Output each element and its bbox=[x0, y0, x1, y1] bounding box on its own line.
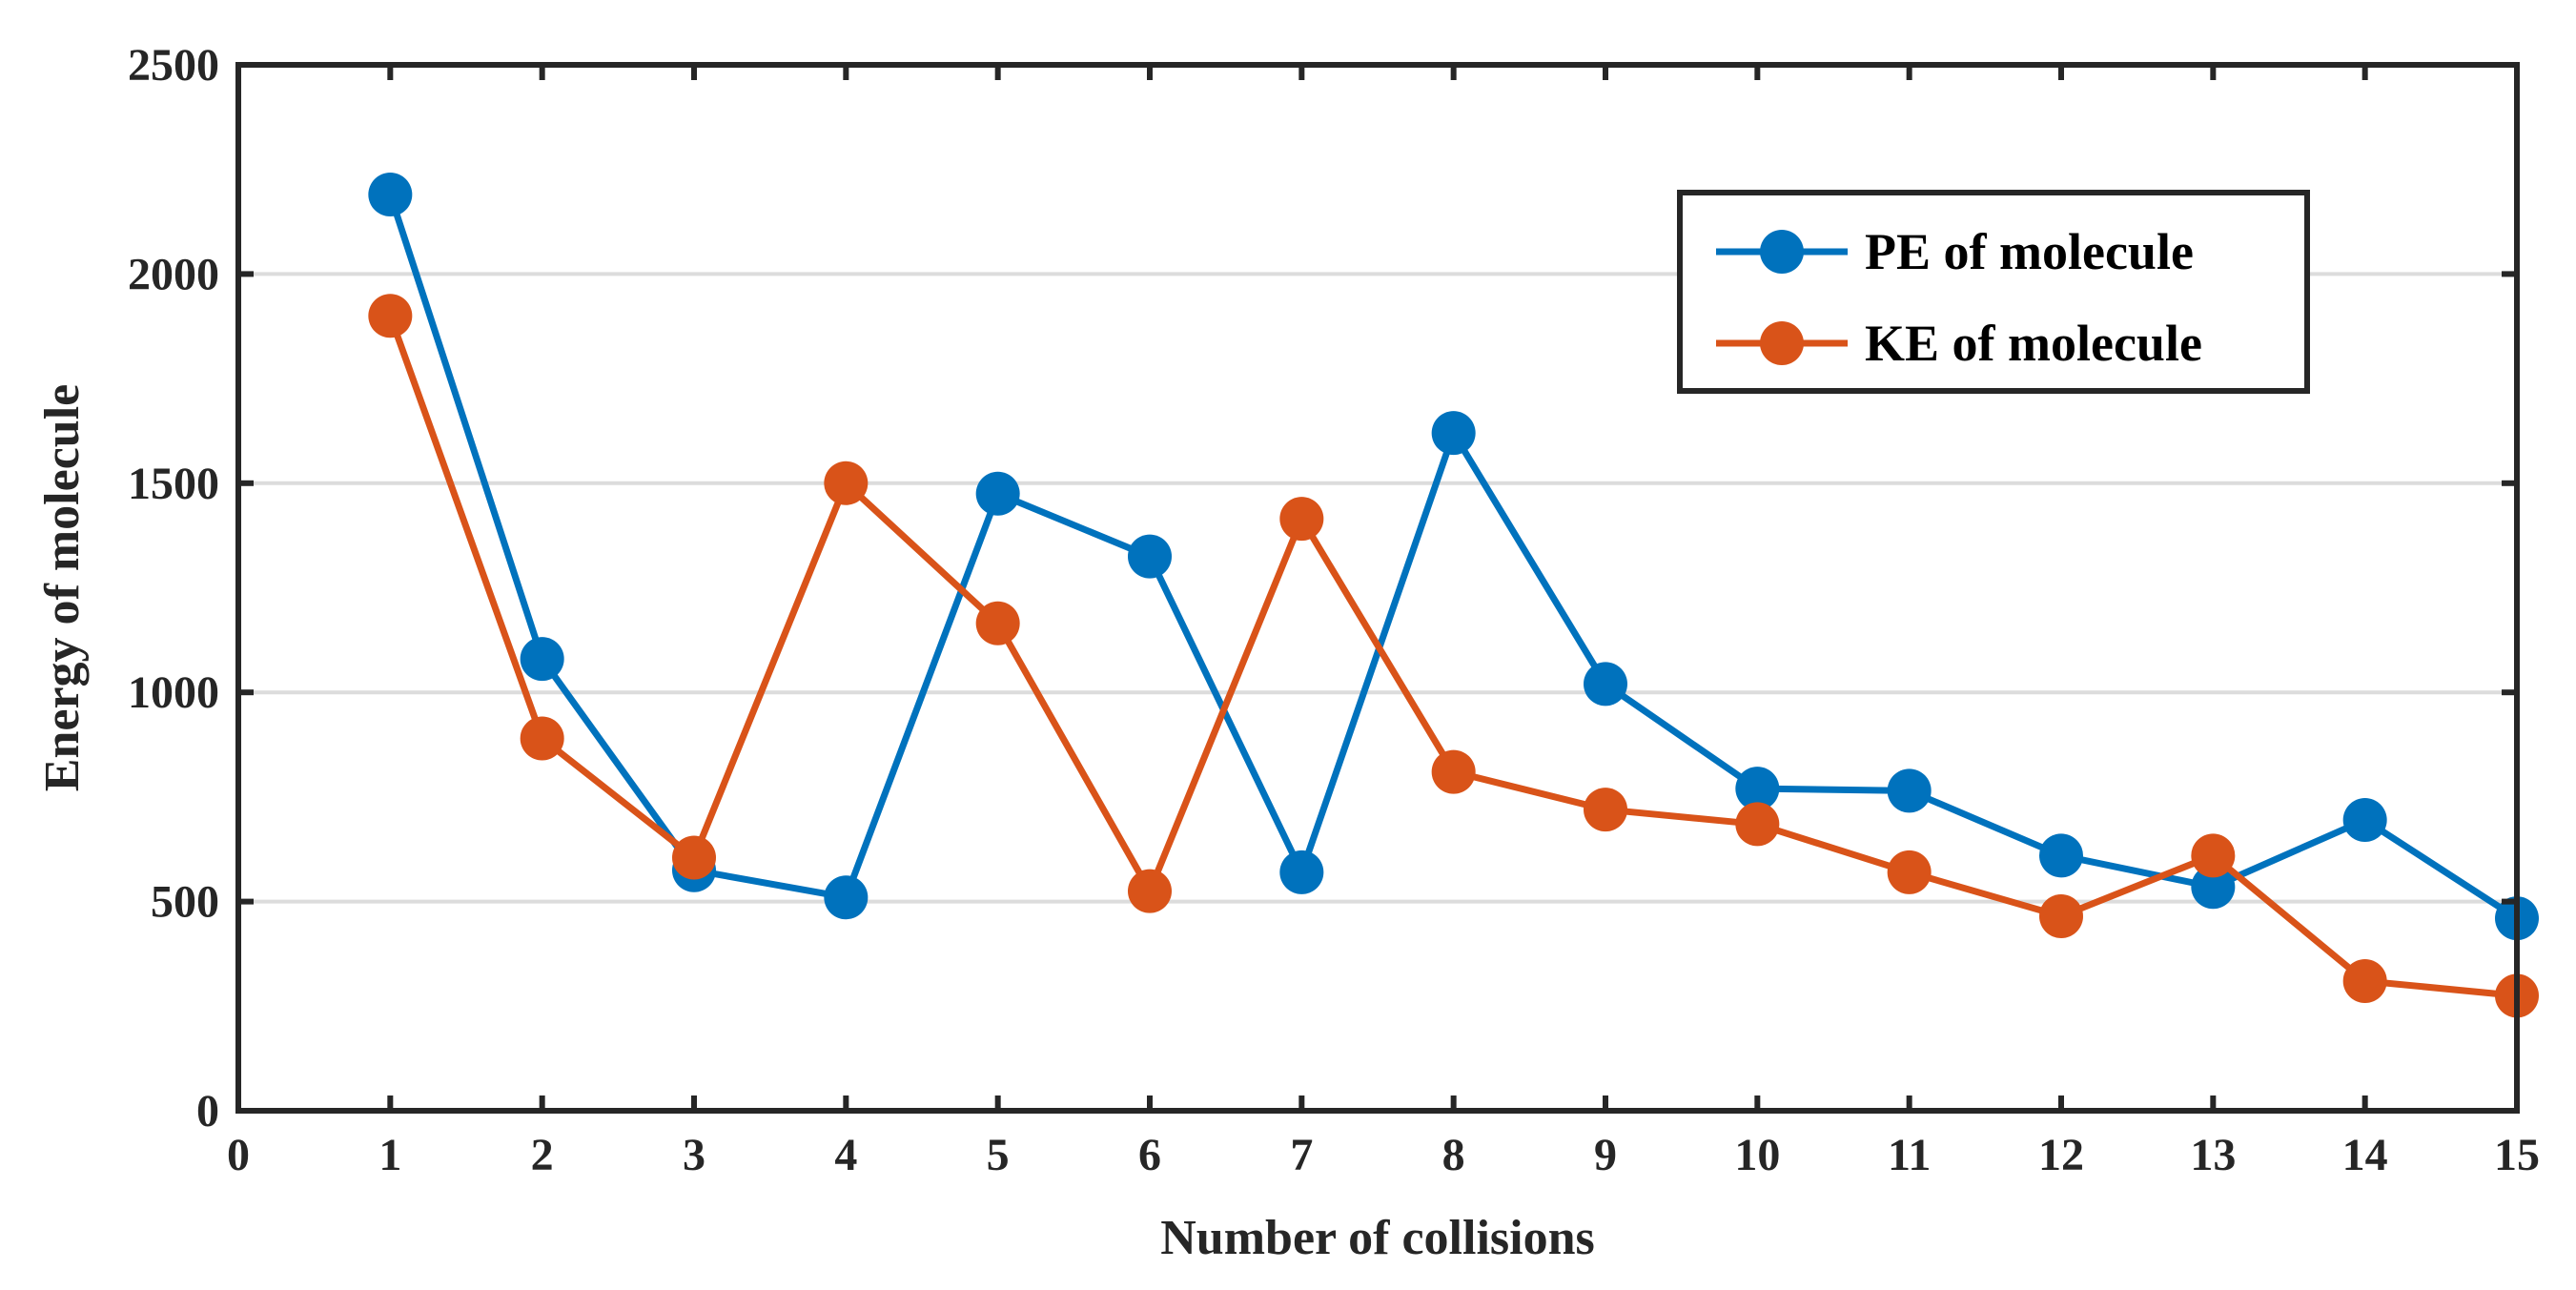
data-point-0-11 bbox=[2039, 833, 2083, 878]
x-tick-label-7: 7 bbox=[1290, 1130, 1313, 1180]
data-point-1-11 bbox=[2039, 893, 2083, 938]
data-point-0-9 bbox=[1735, 767, 1780, 811]
data-series bbox=[368, 173, 2539, 1018]
data-point-1-9 bbox=[1735, 802, 1780, 847]
data-point-1-6 bbox=[1279, 497, 1324, 542]
data-point-1-4 bbox=[975, 601, 1020, 645]
data-point-0-6 bbox=[1279, 850, 1324, 894]
y-tick-label-1: 500 bbox=[151, 877, 219, 928]
legend-marker-ke bbox=[1760, 321, 1804, 365]
y-tick-label-5: 2500 bbox=[128, 40, 219, 91]
x-tick-label-0: 0 bbox=[227, 1130, 250, 1180]
x-axis-label: Number of collisions bbox=[1160, 1211, 1595, 1265]
data-point-1-2 bbox=[672, 835, 716, 880]
y-tick-label-0: 0 bbox=[196, 1086, 219, 1136]
y-tick-label-4: 2000 bbox=[128, 249, 219, 299]
x-tick-label-13: 13 bbox=[2190, 1130, 2236, 1180]
plot-frame bbox=[235, 62, 2520, 1114]
x-tick-label-3: 3 bbox=[683, 1130, 705, 1180]
legend-label-ke: KE of molecule bbox=[1865, 315, 2202, 372]
data-point-0-7 bbox=[1431, 411, 1476, 456]
data-point-1-8 bbox=[1584, 788, 1627, 832]
x-tick-label-6: 6 bbox=[1138, 1130, 1161, 1180]
data-point-1-5 bbox=[1128, 869, 1172, 913]
x-tick-label-14: 14 bbox=[2342, 1130, 2388, 1180]
x-tick-label-11: 11 bbox=[1888, 1130, 1931, 1180]
data-point-0-12 bbox=[2191, 865, 2236, 910]
x-tick-label-9: 9 bbox=[1594, 1130, 1617, 1180]
data-point-1-13 bbox=[2342, 958, 2387, 1003]
x-tick-label-2: 2 bbox=[531, 1130, 554, 1180]
x-tick-label-8: 8 bbox=[1442, 1130, 1465, 1180]
data-point-0-4 bbox=[975, 471, 1020, 516]
data-point-1-10 bbox=[1887, 850, 1932, 894]
data-point-0-1 bbox=[520, 637, 564, 682]
data-point-1-7 bbox=[1431, 749, 1476, 794]
legend-label-pe: PE of molecule bbox=[1865, 223, 2194, 280]
x-tick-label-1: 1 bbox=[378, 1130, 401, 1180]
data-point-0-13 bbox=[2342, 798, 2387, 843]
data-point-1-12 bbox=[2191, 833, 2236, 878]
x-tick-label-10: 10 bbox=[1734, 1130, 1780, 1180]
data-point-0-8 bbox=[1584, 662, 1627, 706]
data-point-0-3 bbox=[824, 875, 869, 920]
data-point-1-1 bbox=[520, 716, 564, 761]
data-point-0-5 bbox=[1128, 534, 1172, 579]
data-point-1-0 bbox=[368, 294, 413, 338]
data-point-0-0 bbox=[368, 173, 413, 217]
axis-ticks: 0 1 2 3 4 5 6 7 8 9 10 11 12 13 14 15050010001500200025… bbox=[128, 40, 2540, 1180]
x-tick-label-4: 4 bbox=[834, 1130, 857, 1180]
y-axis-label: Energy of molecule bbox=[35, 384, 90, 791]
data-point-0-10 bbox=[1887, 768, 1932, 813]
legend-marker-pe bbox=[1760, 230, 1804, 274]
data-point-1-3 bbox=[824, 461, 869, 505]
series-0 bbox=[368, 173, 2539, 941]
legend: PE of molecule KE of molecule bbox=[1677, 190, 2310, 394]
x-tick-label-5: 5 bbox=[987, 1130, 1010, 1180]
x-tick-label-15: 15 bbox=[2494, 1130, 2540, 1180]
y-tick-label-3: 1500 bbox=[128, 459, 219, 509]
x-tick-label-12: 12 bbox=[2038, 1130, 2084, 1180]
series-1 bbox=[368, 294, 2539, 1018]
y-tick-label-2: 1000 bbox=[128, 667, 219, 718]
grid-lines bbox=[238, 272, 2517, 904]
